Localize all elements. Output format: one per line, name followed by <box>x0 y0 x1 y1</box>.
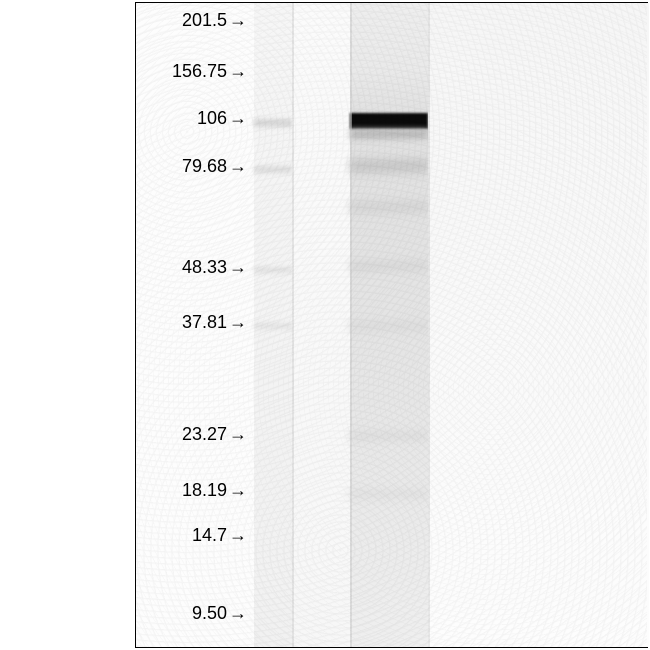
band-sample-lane-0 <box>350 113 428 129</box>
marker-label-9: 9.50→ <box>192 603 247 624</box>
marker-value: 106 <box>197 108 227 128</box>
marker-label-2: 106→ <box>197 108 247 129</box>
lane-edge-1 <box>350 3 352 647</box>
marker-value: 14.7 <box>192 525 227 545</box>
arrow-icon: → <box>229 424 247 445</box>
band-sample-lane-5 <box>350 321 428 331</box>
lane-edge-0 <box>292 3 294 647</box>
marker-value: 23.27 <box>182 424 227 444</box>
marker-value: 156.75 <box>172 61 227 81</box>
lane-marker-lane <box>254 3 292 647</box>
band-marker-lane-2 <box>254 267 292 273</box>
marker-value: 9.50 <box>192 603 227 623</box>
lane-edge-2 <box>428 3 430 647</box>
marker-value: 18.19 <box>182 480 227 500</box>
band-sample-lane-4 <box>350 261 428 271</box>
lane-sample-lane <box>350 3 428 647</box>
marker-value: 79.68 <box>182 156 227 176</box>
lane-right-region <box>428 3 649 647</box>
arrow-icon: → <box>229 257 247 278</box>
band-marker-lane-1 <box>254 166 292 173</box>
arrow-icon: → <box>229 480 247 501</box>
marker-value: 201.5 <box>182 10 227 30</box>
lane-gap-lane <box>292 3 350 647</box>
marker-label-0: 201.5→ <box>182 10 247 31</box>
band-sample-lane-1 <box>350 129 428 139</box>
marker-value: 48.33 <box>182 257 227 277</box>
marker-label-5: 37.81→ <box>182 312 247 333</box>
arrow-icon: → <box>229 156 247 177</box>
arrow-icon: → <box>229 108 247 129</box>
marker-label-7: 18.19→ <box>182 480 247 501</box>
marker-label-1: 156.75→ <box>172 61 247 82</box>
arrow-icon: → <box>229 312 247 333</box>
arrow-icon: → <box>229 10 247 31</box>
arrow-icon: → <box>229 603 247 624</box>
marker-label-8: 14.7→ <box>192 525 247 546</box>
band-sample-lane-2 <box>350 159 428 173</box>
marker-label-6: 23.27→ <box>182 424 247 445</box>
arrow-icon: → <box>229 525 247 546</box>
band-marker-lane-3 <box>254 323 292 329</box>
marker-value: 37.81 <box>182 312 227 332</box>
band-sample-lane-7 <box>350 489 428 499</box>
arrow-icon: → <box>229 61 247 82</box>
band-marker-lane-0 <box>254 119 292 127</box>
marker-label-4: 48.33→ <box>182 257 247 278</box>
marker-label-3: 79.68→ <box>182 156 247 177</box>
band-sample-lane-6 <box>350 431 428 441</box>
band-sample-lane-3 <box>350 201 428 213</box>
